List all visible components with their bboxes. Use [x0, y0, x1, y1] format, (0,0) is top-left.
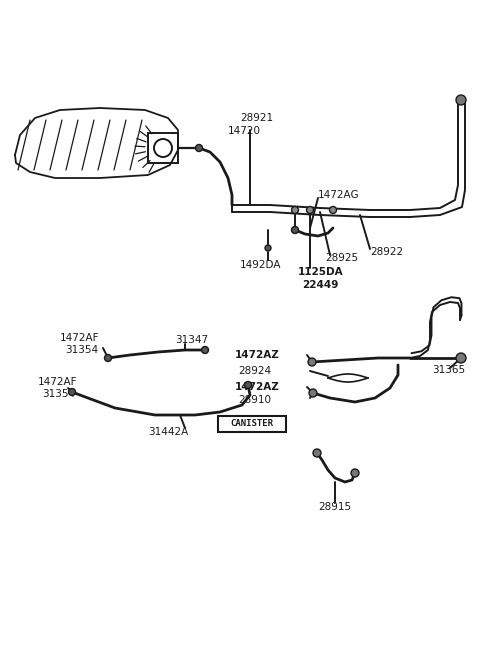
Text: 1472AF: 1472AF	[38, 377, 77, 387]
Text: 28910: 28910	[238, 395, 271, 405]
Text: 14720: 14720	[228, 126, 261, 136]
Circle shape	[105, 355, 111, 361]
Text: 28915: 28915	[318, 502, 351, 512]
Text: 1492DA: 1492DA	[240, 260, 281, 270]
Text: 28921: 28921	[240, 113, 273, 123]
Circle shape	[308, 358, 316, 366]
Circle shape	[313, 449, 321, 457]
Circle shape	[456, 353, 466, 363]
Circle shape	[351, 469, 359, 477]
Circle shape	[329, 206, 336, 214]
Text: 1472AF: 1472AF	[60, 333, 99, 343]
Circle shape	[307, 206, 313, 214]
Text: 31347: 31347	[175, 335, 208, 345]
Circle shape	[456, 95, 466, 105]
Text: 31354: 31354	[42, 389, 75, 399]
Circle shape	[265, 245, 271, 251]
Text: 22449: 22449	[302, 280, 338, 290]
Circle shape	[69, 388, 75, 396]
Text: 1472AZ: 1472AZ	[235, 350, 280, 360]
Text: 31365: 31365	[432, 365, 465, 375]
Circle shape	[291, 206, 299, 214]
Circle shape	[309, 389, 317, 397]
Text: CANISTER: CANISTER	[230, 420, 274, 428]
Text: 28922: 28922	[370, 247, 403, 257]
Text: 31354: 31354	[65, 345, 98, 355]
Circle shape	[292, 227, 298, 233]
Text: 28925: 28925	[325, 253, 358, 263]
Text: 31442A: 31442A	[148, 427, 188, 437]
Circle shape	[202, 346, 208, 353]
Text: 1125DA: 1125DA	[298, 267, 344, 277]
Bar	[148, 133, 178, 163]
Circle shape	[291, 227, 299, 233]
Circle shape	[195, 145, 203, 152]
Circle shape	[244, 382, 252, 388]
Text: 28924: 28924	[238, 366, 271, 376]
Bar	[218, 416, 286, 432]
Text: 1472AZ: 1472AZ	[235, 382, 280, 392]
Text: 1472AG: 1472AG	[318, 190, 360, 200]
